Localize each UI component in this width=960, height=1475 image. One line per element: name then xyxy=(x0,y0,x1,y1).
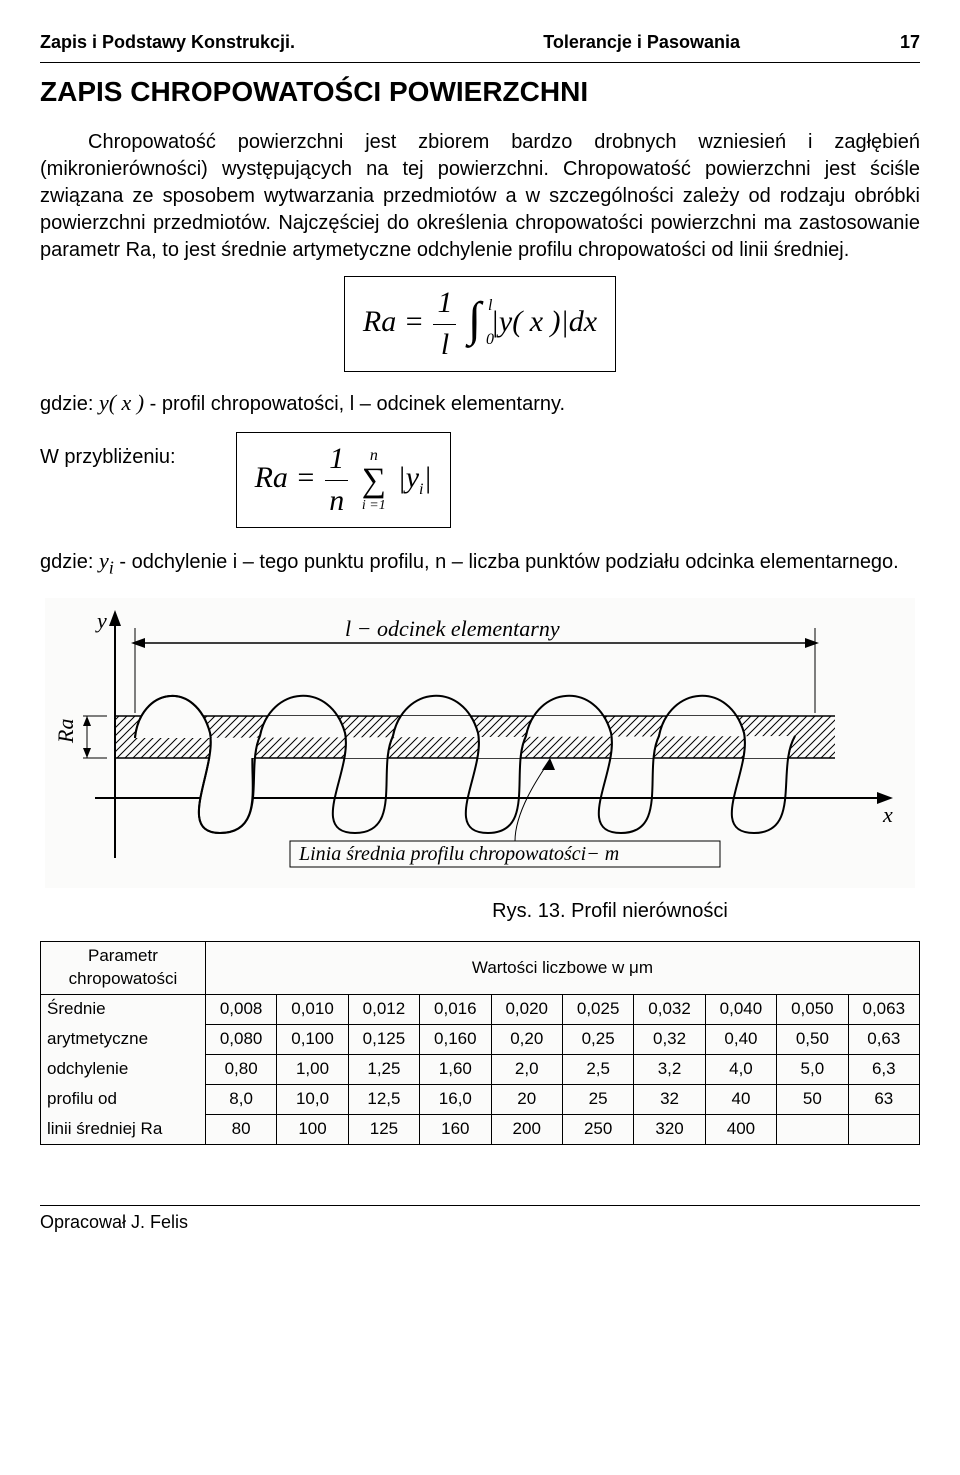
diagram-x-label: x xyxy=(882,802,893,827)
header-center: Tolerancje i Pasowania xyxy=(543,30,740,54)
equation-1-box: Ra = 1l l∫0 |y( x )|dx xyxy=(344,276,616,372)
where-2: gdzie: yi - odchylenie i – tego punktu p… xyxy=(40,546,920,580)
table-cell: 0,50 xyxy=(777,1025,848,1055)
table-param-2: chropowatości xyxy=(47,968,199,991)
diagram-y-label: y xyxy=(95,608,107,633)
table-cell: 0,032 xyxy=(634,995,705,1025)
table-cell: 0,40 xyxy=(705,1025,776,1055)
table-param-1: Parametr xyxy=(47,945,199,968)
table-cell: 160 xyxy=(420,1114,491,1144)
table-cell: 0,63 xyxy=(848,1025,919,1055)
table-cell: 2,0 xyxy=(491,1054,562,1084)
table-cell: 0,20 xyxy=(491,1025,562,1055)
table-cell xyxy=(848,1114,919,1144)
table-cell: 3,2 xyxy=(634,1054,705,1084)
table-cell: 20 xyxy=(491,1084,562,1114)
table-cell: 0,25 xyxy=(562,1025,633,1055)
table-cell: 0,160 xyxy=(420,1025,491,1055)
equation-2-box: Ra = 1n n∑i =1 |yi| xyxy=(236,432,451,528)
table-cell: 250 xyxy=(562,1114,633,1144)
table-row-label: arytmetyczne xyxy=(41,1025,206,1055)
table-cell: 200 xyxy=(491,1114,562,1144)
table-cell: 0,100 xyxy=(277,1025,348,1055)
table-cell: 5,0 xyxy=(777,1054,848,1084)
table-row-label: odchylenie xyxy=(41,1054,206,1084)
page-title: ZAPIS CHROPOWATOŚCI POWIERZCHNI xyxy=(40,73,920,111)
table-cell: 40 xyxy=(705,1084,776,1114)
diagram-l-label: l − odcinek elementarny xyxy=(345,616,560,641)
table-cell: 125 xyxy=(348,1114,419,1144)
table-cell: 0,125 xyxy=(348,1025,419,1055)
roughness-profile-diagram: y x Ra l − odcinek elementarny Linia śre… xyxy=(45,598,915,888)
table-cell: 0,012 xyxy=(348,995,419,1025)
equation-1: Ra = 1l l∫0 |y( x )|dx xyxy=(363,305,597,338)
table-cell: 0,008 xyxy=(205,995,276,1025)
table-row-label: Średnie xyxy=(41,995,206,1025)
table-row-label: profilu od xyxy=(41,1084,206,1114)
intro-paragraph: Chropowatość powierzchni jest zbiorem ba… xyxy=(40,129,920,264)
header-rule xyxy=(40,62,920,63)
table-cell: 0,063 xyxy=(848,995,919,1025)
table-cell: 0,016 xyxy=(420,995,491,1025)
approx-label: W przybliżeniu: xyxy=(40,426,176,471)
table-cell: 100 xyxy=(277,1114,348,1144)
table-cell: 12,5 xyxy=(348,1084,419,1114)
table-cell: 8,0 xyxy=(205,1084,276,1114)
table-row-label: linii średniej Ra xyxy=(41,1114,206,1144)
table-cell: 0,050 xyxy=(777,995,848,1025)
header-left: Zapis i Podstawy Konstrukcji. xyxy=(40,30,295,54)
table-cell xyxy=(777,1114,848,1144)
diagram-ra-label: Ra xyxy=(53,719,78,744)
table-cell: 4,0 xyxy=(705,1054,776,1084)
table-cell: 0,040 xyxy=(705,995,776,1025)
table-cell: 50 xyxy=(777,1084,848,1114)
table-cell: 400 xyxy=(705,1114,776,1144)
table-cell: 320 xyxy=(634,1114,705,1144)
table-cell: 32 xyxy=(634,1084,705,1114)
equation-2: Ra = 1n n∑i =1 |yi| xyxy=(255,461,432,494)
table-cell: 10,0 xyxy=(277,1084,348,1114)
table-cell: 1,60 xyxy=(420,1054,491,1084)
table-cell: 1,00 xyxy=(277,1054,348,1084)
table-cell: 0,80 xyxy=(205,1054,276,1084)
diagram-meanline-label: Linia średnia profilu chropowatości− m xyxy=(298,843,619,865)
header-page: 17 xyxy=(900,30,920,54)
page-footer: Opracował J. Felis xyxy=(40,1205,920,1234)
table-cell: 0,080 xyxy=(205,1025,276,1055)
table-cell: 25 xyxy=(562,1084,633,1114)
page-header: Zapis i Podstawy Konstrukcji. Tolerancje… xyxy=(40,30,920,54)
table-cell: 2,5 xyxy=(562,1054,633,1084)
table-cell: 63 xyxy=(848,1084,919,1114)
roughness-values-table: Parametr chropowatości Wartości liczbowe… xyxy=(40,941,920,1145)
table-cell: 0,32 xyxy=(634,1025,705,1055)
table-unit-header: Wartości liczbowe w μm xyxy=(205,942,919,995)
table-cell: 80 xyxy=(205,1114,276,1144)
table-cell: 0,020 xyxy=(491,995,562,1025)
table-cell: 6,3 xyxy=(848,1054,919,1084)
table-cell: 1,25 xyxy=(348,1054,419,1084)
figure-caption: Rys. 13. Profil nierówności xyxy=(40,898,920,925)
footer-text: Opracował J. Felis xyxy=(40,1212,188,1232)
where-1: gdzie: y( x ) - profil chropowatości, l … xyxy=(40,388,920,418)
table-cell: 0,010 xyxy=(277,995,348,1025)
table-cell: 0,025 xyxy=(562,995,633,1025)
table-cell: 16,0 xyxy=(420,1084,491,1114)
